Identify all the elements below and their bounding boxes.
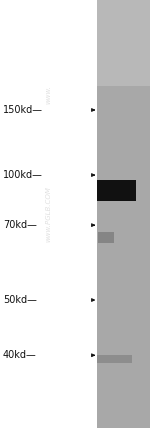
Bar <box>98 232 114 243</box>
Text: www.PGLB.COM: www.PGLB.COM <box>45 186 51 242</box>
Text: 150kd—: 150kd— <box>3 105 43 115</box>
Text: 70kd—: 70kd— <box>3 220 37 230</box>
Text: 40kd—: 40kd— <box>3 350 37 360</box>
Bar <box>97 0 150 428</box>
Bar <box>97 0 150 86</box>
Bar <box>97 355 132 363</box>
Text: www.: www. <box>45 85 51 104</box>
Text: 50kd—: 50kd— <box>3 295 37 305</box>
Text: 100kd—: 100kd— <box>3 170 43 180</box>
Bar <box>97 180 136 201</box>
